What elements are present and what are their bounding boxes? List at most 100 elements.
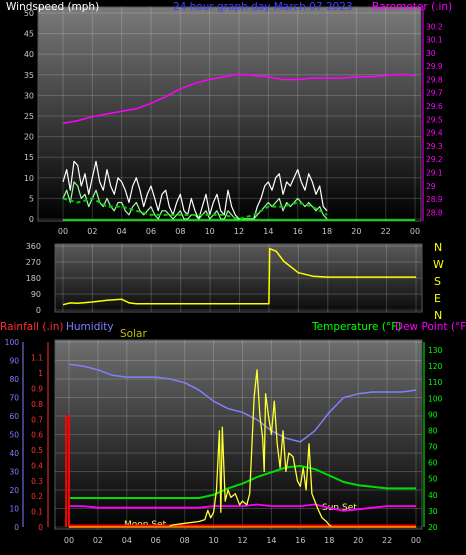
- barometer-y-tick-label: 29.6: [426, 102, 443, 111]
- temp-hum-x-tick-label: 16: [295, 536, 305, 545]
- direction-label-n-bottom: N: [434, 309, 442, 322]
- humidity-y-tick-label: 60: [9, 412, 19, 421]
- barometer-y-tick-label: 29.8: [426, 75, 443, 84]
- rain-y-tick-label: 0: [38, 523, 43, 532]
- wind-baro-plot-area: [37, 6, 422, 222]
- rain-y-tick-label: 0.5: [31, 446, 43, 455]
- temperature-line: [69, 464, 416, 499]
- rain-y-tick-label: 0.8: [31, 400, 43, 409]
- temperature-y-tick-label: 30: [428, 507, 438, 516]
- barometer-y-tick-label: 28.8: [426, 208, 443, 217]
- wind-x-tick-label: 12: [234, 227, 244, 236]
- temp-hum-x-tick-label: 22: [382, 536, 392, 545]
- humidity-line: [68, 363, 417, 443]
- temperature-y-tick-label: 120: [428, 362, 443, 371]
- direction-y-tick-label: 180: [26, 274, 41, 283]
- barometer-line: [62, 73, 416, 125]
- rainfall-axis-title: Rainfall (.in): [0, 321, 63, 333]
- temp-hum-x-tick-label: 10: [208, 536, 218, 545]
- wind-x-tick-label: 14: [263, 227, 273, 236]
- chart-date-title: 24 hour graph day March 07 2023: [173, 1, 353, 13]
- direction-y-tick-label: 0: [36, 306, 41, 315]
- wind-x-tick-label: 16: [293, 227, 303, 236]
- temp-hum-x-tick-label: 14: [266, 536, 276, 545]
- barometer-y-tick-label: 30.1: [426, 36, 443, 45]
- wind-gust-line: [62, 160, 328, 220]
- wind-x-tick-label: 18: [322, 227, 332, 236]
- humidity-y-tick-label: 40: [9, 449, 19, 458]
- rain-y-tick-label: 0.1: [31, 508, 43, 517]
- direction-label-w: W: [433, 258, 444, 271]
- direction-y-tick-label: 270: [26, 258, 41, 267]
- windspeed-axis-title: Windspeed (mph): [6, 1, 99, 13]
- wind-y-tick-label: 20: [24, 133, 34, 142]
- temp-hum-x-tick-label: 02: [93, 536, 103, 545]
- wind-x-tick-label: 02: [87, 227, 97, 236]
- barometer-y-tick-label: 30: [426, 49, 436, 58]
- temp-hum-x-tick-label: 06: [151, 536, 161, 545]
- wind-y-tick-label: 40: [24, 50, 34, 59]
- temperature-y-tick-label: 100: [428, 394, 443, 403]
- barometer-y-tick-label: 29.1: [426, 168, 443, 177]
- temperature-y-tick-label: 110: [428, 378, 443, 387]
- temp-hum-x-tick-label: 08: [180, 536, 190, 545]
- barometer-y-tick-label: 29.5: [426, 115, 443, 124]
- temperature-y-tick-label: 20: [428, 523, 438, 532]
- barometer-axis-title: Barometer (.in): [372, 1, 452, 13]
- barometer-y-tick-label: 29.9: [426, 62, 443, 71]
- wind-y-tick-label: 15: [24, 153, 34, 162]
- barometer-y-tick-label: 29.2: [426, 155, 443, 164]
- wind-y-tick-label: 10: [24, 174, 34, 183]
- solar-line: [69, 369, 416, 528]
- humidity-axis-title: Humidity: [66, 321, 114, 333]
- direction-y-tick-label: 360: [26, 242, 41, 251]
- wind-y-tick-label: 5: [29, 194, 34, 203]
- wind-x-tick-label: 00: [58, 227, 68, 236]
- wind-y-tick-label: 0: [29, 215, 34, 224]
- direction-label-e: E: [434, 292, 441, 305]
- humidity-y-tick-label: 100: [5, 338, 20, 347]
- temperature-y-tick-label: 70: [428, 443, 438, 452]
- wind-average-line: [62, 197, 328, 220]
- wind-x-tick-label: 06: [146, 227, 156, 236]
- rain-y-tick-label: 0.3: [31, 477, 43, 486]
- wind-y-tick-label: 50: [24, 9, 34, 18]
- wind-x-tick-label: 08: [175, 227, 185, 236]
- barometer-y-tick-label: 29.7: [426, 89, 443, 98]
- wind-x-tick-label: 22: [381, 227, 391, 236]
- humidity-y-tick-label: 70: [9, 394, 19, 403]
- rain-y-tick-label: 0.6: [31, 431, 43, 440]
- wind-direction-line: [62, 247, 416, 306]
- rain-y-tick-label: 0.4: [31, 461, 43, 470]
- temperature-y-tick-label: 130: [428, 346, 443, 355]
- wind-y-tick-label: 35: [24, 71, 34, 80]
- barometer-y-tick-label: 28.9: [426, 195, 443, 204]
- rainfall-line: [65, 415, 416, 527]
- humidity-y-tick-label: 0: [14, 523, 19, 532]
- rain-y-tick-label: 1: [38, 369, 43, 378]
- barometer-y-tick-label: 29.4: [426, 129, 443, 138]
- wind-x-tick-label: 10: [205, 227, 215, 236]
- rain-y-tick-label: 0.7: [31, 415, 43, 424]
- dew-point-line: [69, 503, 416, 512]
- temperature-y-tick-label: 80: [428, 426, 438, 435]
- direction-label-n-top: N: [434, 241, 442, 254]
- temp-hum-x-tick-label: 12: [237, 536, 247, 545]
- temp-hum-x-tick-label: 04: [122, 536, 132, 545]
- humidity-y-tick-label: 30: [9, 468, 19, 477]
- temp-hum-x-tick-label: 18: [324, 536, 334, 545]
- temperature-axis-title: Temperature (°F): [311, 321, 401, 333]
- wind-y-tick-label: 45: [24, 30, 34, 39]
- wind-x-tick-label: 00: [410, 227, 420, 236]
- wind-direction-plot-area: [54, 243, 423, 313]
- temperature-y-tick-label: 60: [428, 459, 438, 468]
- temp-hum-x-tick-label: 20: [353, 536, 363, 545]
- dew-point-axis-title: Dew Point (°F): [395, 321, 466, 333]
- wind-y-tick-label: 25: [24, 112, 34, 121]
- temperature-y-tick-label: 50: [428, 475, 438, 484]
- wind-x-tick-label: 04: [117, 227, 127, 236]
- sun-set-label: Sun Set: [322, 503, 357, 513]
- temperature-y-tick-label: 90: [428, 410, 438, 419]
